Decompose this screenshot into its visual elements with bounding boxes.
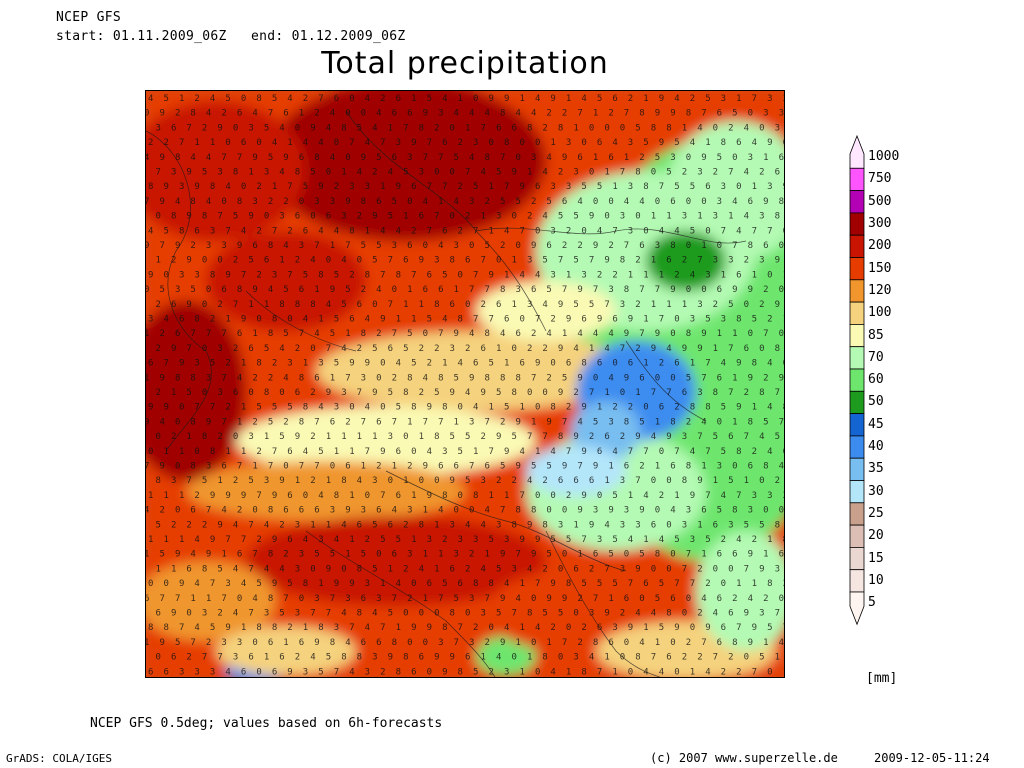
legend-label-150: 150 [868,260,892,276]
legend-swatch-85 [849,323,865,348]
legend-swatch-45 [849,413,865,437]
data-source-note: NCEP GFS 0.5deg; values based on 6h-fore… [90,716,443,731]
legend-swatch-15 [849,546,865,571]
legend-label-15: 15 [868,550,884,566]
precipitation-field: 4512450854276042615410991491456219425317… [146,91,784,677]
legend-label-25: 25 [868,505,884,521]
legend-swatch-20 [849,524,865,548]
legend-swatch-35 [849,457,865,481]
legend-swatch-40 [849,435,865,459]
legend-label-1000: 1000 [868,149,900,165]
legend-label-300: 300 [868,216,892,232]
legend-label-120: 120 [868,282,892,298]
forecast-period: start: 01.11.2009_06Z end: 01.12.2009_06… [56,29,406,44]
render-timestamp: 2009-12-05-11:24 [874,751,990,765]
software-credit: GrADS: COLA/IGES [6,752,112,765]
legend-swatch-200 [849,234,865,258]
legend-label-60: 60 [868,372,884,388]
legend-label-20: 20 [868,528,884,544]
legend-label-500: 500 [868,193,892,209]
legend-swatch-500 [849,190,865,214]
color-legend: 1000 750 500 300 200 150 120 100 85 70 60 50 45 40 35 3… [848,132,918,632]
legend-label-10: 10 [868,572,884,588]
copyright-notice: (c) 2007 www.superzelle.de [650,751,838,765]
legend-swatch-300 [849,212,865,236]
legend-label-45: 45 [868,416,884,432]
legend-swatch-1000 [849,134,865,169]
legend-swatch-60 [849,368,865,392]
precipitation-map: 4512450854276042615410991491456219425317… [145,90,785,678]
legend-swatch-120 [849,279,865,303]
legend-label-750: 750 [868,171,892,187]
model-name: NCEP GFS [56,10,122,25]
legend-label-70: 70 [868,349,884,365]
legend-label-5: 5 [868,595,876,611]
legend-swatch-100 [849,301,865,325]
legend-label-30: 30 [868,483,884,499]
legend-label-40: 40 [868,439,884,455]
legend-label-100: 100 [868,305,892,321]
legend-swatch-750 [849,167,865,191]
legend-swatch-25 [849,502,865,526]
legend-swatch-30 [849,480,865,504]
unit-label: [mm] [866,671,898,686]
legend-swatch-150 [849,257,865,281]
legend-swatch-5 [849,591,865,626]
legend-swatch-70 [849,346,865,370]
legend-label-35: 35 [868,461,884,477]
map-title: Total precipitation [321,46,609,81]
legend-label-85: 85 [868,327,884,343]
legend-color-bar [849,134,865,626]
legend-label-200: 200 [868,238,892,254]
legend-swatch-10 [849,569,865,593]
legend-swatch-50 [849,390,865,414]
legend-label-50: 50 [868,394,884,410]
